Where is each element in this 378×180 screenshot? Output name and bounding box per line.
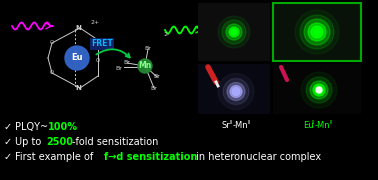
- Text: O: O: [96, 58, 100, 64]
- Text: II: II: [230, 120, 233, 125]
- Text: -Mn: -Mn: [233, 121, 249, 130]
- Circle shape: [313, 84, 325, 96]
- Circle shape: [229, 27, 239, 37]
- Circle shape: [223, 78, 249, 105]
- Text: Br: Br: [150, 86, 158, 91]
- Text: N: N: [75, 25, 81, 31]
- Text: Br: Br: [124, 60, 130, 66]
- Text: ✓: ✓: [4, 152, 12, 162]
- Text: O: O: [50, 40, 54, 46]
- Text: Br: Br: [144, 46, 152, 51]
- FancyBboxPatch shape: [273, 64, 361, 114]
- FancyBboxPatch shape: [273, 3, 361, 61]
- Circle shape: [218, 16, 250, 48]
- Text: First example of: First example of: [15, 152, 96, 162]
- Text: Br: Br: [153, 75, 160, 80]
- Text: Sr: Sr: [222, 121, 231, 130]
- Text: in heteronuclear complex: in heteronuclear complex: [193, 152, 321, 162]
- Circle shape: [306, 77, 332, 103]
- Text: FRET: FRET: [91, 39, 113, 48]
- Text: 100%: 100%: [48, 122, 78, 132]
- Circle shape: [222, 20, 246, 44]
- Circle shape: [232, 87, 240, 96]
- Circle shape: [295, 10, 339, 54]
- Text: O: O: [96, 37, 100, 42]
- Text: 2500: 2500: [46, 137, 73, 147]
- Circle shape: [138, 59, 152, 73]
- FancyBboxPatch shape: [198, 3, 270, 61]
- Circle shape: [304, 19, 330, 45]
- Circle shape: [218, 73, 254, 109]
- Circle shape: [311, 26, 323, 38]
- Circle shape: [316, 87, 322, 93]
- Text: Eu: Eu: [71, 53, 83, 62]
- Text: Up to: Up to: [15, 137, 44, 147]
- Text: ✓: ✓: [4, 122, 12, 132]
- Text: II: II: [329, 120, 332, 125]
- Circle shape: [226, 24, 242, 40]
- Text: f→d sensitization: f→d sensitization: [104, 152, 197, 162]
- Circle shape: [231, 29, 237, 35]
- Circle shape: [65, 46, 89, 70]
- Text: O: O: [50, 71, 54, 75]
- Text: -fold sensitization: -fold sensitization: [72, 137, 158, 147]
- Text: Br: Br: [116, 66, 122, 71]
- FancyBboxPatch shape: [198, 64, 270, 114]
- Circle shape: [227, 82, 245, 100]
- Circle shape: [301, 72, 337, 108]
- Circle shape: [300, 15, 334, 49]
- Text: II: II: [312, 120, 315, 125]
- Text: Mn: Mn: [138, 62, 152, 71]
- Text: 2+: 2+: [90, 21, 100, 26]
- Text: -Mn: -Mn: [315, 121, 331, 130]
- Text: ✓: ✓: [4, 137, 12, 147]
- Circle shape: [308, 23, 326, 41]
- Circle shape: [315, 86, 323, 94]
- Text: N: N: [75, 85, 81, 91]
- Text: II: II: [247, 120, 250, 125]
- FancyArrowPatch shape: [96, 49, 130, 57]
- Text: PLQY~: PLQY~: [15, 122, 48, 132]
- Text: Eu: Eu: [303, 121, 314, 130]
- Circle shape: [310, 81, 328, 99]
- Circle shape: [314, 29, 320, 35]
- Circle shape: [230, 86, 242, 98]
- Text: 2-: 2-: [164, 31, 170, 37]
